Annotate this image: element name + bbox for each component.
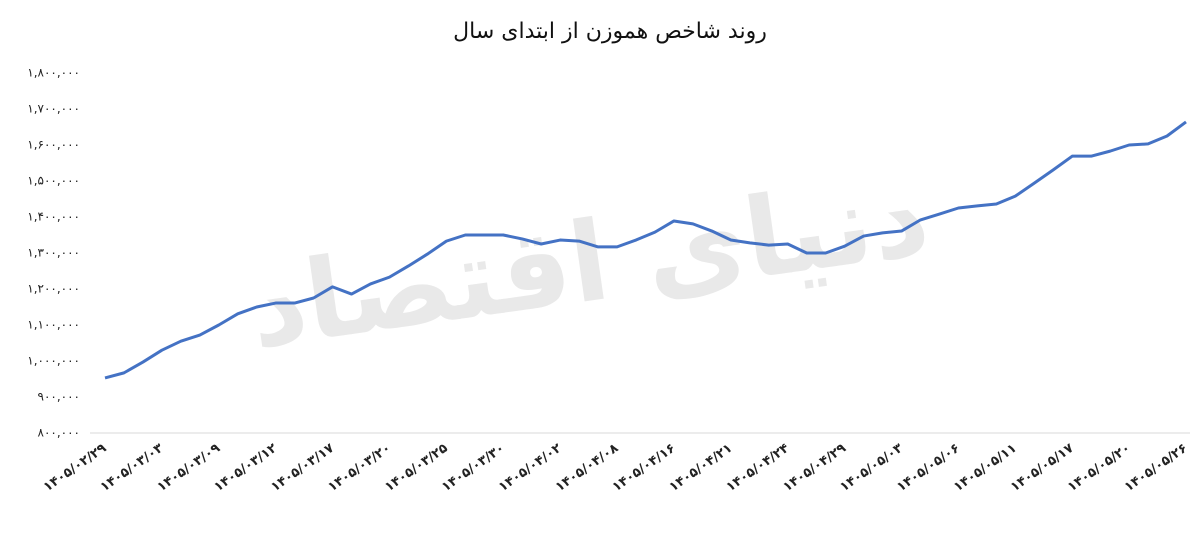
x-tick-label: ۱۴۰۵/۰۵/۱۱ (951, 441, 1019, 495)
y-tick-label: ۱,۵۰۰,۰۰۰ (27, 174, 80, 188)
x-tick-label: ۱۴۰۵/۰۳/۲۵ (382, 441, 450, 495)
x-tick-label: ۱۴۰۵/۰۵/۱۷ (1008, 441, 1076, 495)
x-tick-label: ۱۴۰۵/۰۵/۰۳ (837, 441, 905, 495)
y-tick-label: ۱,۱۰۰,۰۰۰ (27, 318, 80, 332)
x-tick-label: ۱۴۰۵/۰۵/۰۶ (894, 441, 962, 495)
x-tick-label: ۱۴۰۵/۰۳/۲۰ (325, 441, 393, 495)
x-tick-label: ۱۴۰۵/۰۴/۲۱ (667, 441, 735, 495)
x-tick-label: ۱۴۰۵/۰۲/۲۹ (41, 441, 109, 495)
x-tick-label: ۱۴۰۵/۰۴/۲۴ (724, 441, 792, 495)
x-tick-label: ۱۴۰۵/۰۴/۰۲ (496, 441, 564, 495)
y-tick-label: ۱,۳۰۰,۰۰۰ (27, 246, 80, 260)
x-tick-label: ۱۴۰۵/۰۵/۲۶ (1122, 441, 1190, 495)
x-tick-label: ۱۴۰۵/۰۴/۲۹ (781, 441, 849, 495)
x-tick-label: ۱۴۰۵/۰۳/۱۲ (212, 441, 280, 495)
y-tick-label: ۱,۸۰۰,۰۰۰ (27, 66, 80, 80)
x-tick-label: ۱۴۰۵/۰۴/۱۶ (610, 441, 678, 495)
x-tick-label: ۱۴۰۵/۰۴/۰۸ (553, 441, 621, 495)
y-tick-label: ۱,۷۰۰,۰۰۰ (27, 102, 80, 116)
watermark: دنیای اقتصاد (241, 151, 936, 373)
y-tick-label: ۱,۲۰۰,۰۰۰ (27, 282, 80, 296)
x-tick-label: ۱۴۰۵/۰۳/۳۰ (439, 441, 507, 495)
y-tick-label: ۹۰۰,۰۰۰ (38, 390, 81, 404)
y-tick-label: ۱,۴۰۰,۰۰۰ (27, 210, 80, 224)
chart-title: روند شاخص هموزن از ابتدای سال (453, 19, 767, 44)
y-tick-label: ۱,۰۰۰,۰۰۰ (27, 354, 80, 368)
x-tick-label: ۱۴۰۵/۰۵/۲۰ (1065, 441, 1133, 495)
x-tick-label: ۱۴۰۵/۰۳/۱۷ (268, 441, 336, 495)
y-tick-label: ۱,۶۰۰,۰۰۰ (27, 138, 80, 152)
x-tick-label: ۱۴۰۵/۰۳/۰۹ (155, 441, 223, 495)
data-line (104, 120, 1187, 380)
y-tick-label: ۸۰۰,۰۰۰ (38, 426, 81, 440)
x-tick-label: ۱۴۰۵/۰۳/۰۳ (98, 441, 166, 495)
